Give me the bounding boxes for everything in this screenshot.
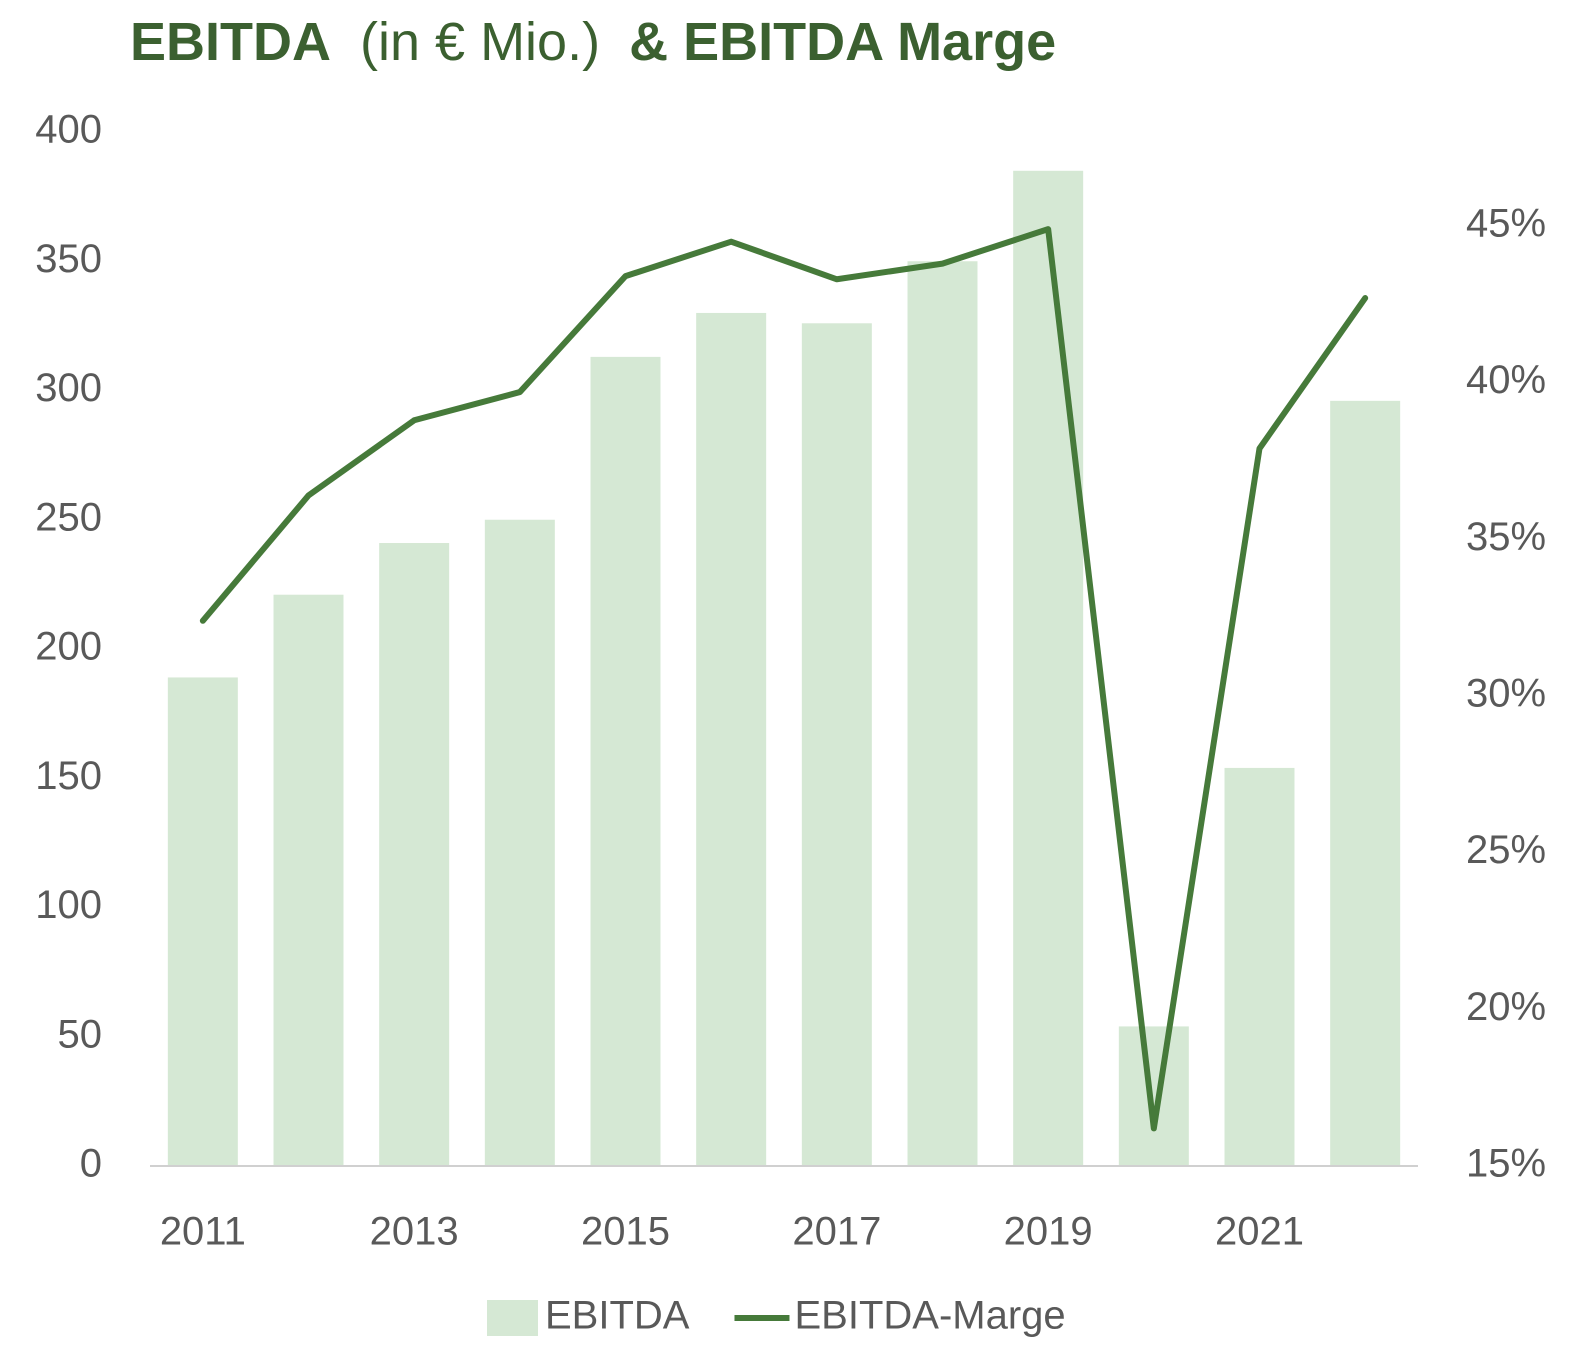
bar <box>484 519 555 1166</box>
title-part: & EBITDA Marge <box>629 12 1056 72</box>
bar <box>379 543 450 1166</box>
bar <box>801 323 872 1166</box>
x-tick-label: 2019 <box>1004 1210 1093 1254</box>
y2-tick-label: 40% <box>1466 358 1546 402</box>
legend-label: EBITDA-Marge <box>794 1294 1065 1338</box>
y-tick-label: 100 <box>35 883 102 927</box>
bar <box>273 594 344 1166</box>
y-tick-label: 0 <box>80 1142 102 1186</box>
y2-tick-label: 25% <box>1466 828 1546 872</box>
x-tick-label: 2021 <box>1215 1210 1304 1254</box>
x-tick-label: 2013 <box>370 1210 459 1254</box>
bar <box>590 356 661 1166</box>
bar <box>1224 767 1295 1166</box>
x-tick-label: 2015 <box>581 1210 670 1254</box>
title-part: (in € Mio.) <box>360 12 600 72</box>
chart-title: EBITDA (in € Mio.) & EBITDA Marge <box>130 12 1056 72</box>
bar <box>1330 400 1401 1167</box>
y-tick-label: 350 <box>35 237 102 281</box>
y-tick-label: 50 <box>58 1012 103 1056</box>
legend-label: EBITDA <box>545 1294 690 1338</box>
x-tick-label: 2017 <box>792 1210 881 1254</box>
y2-tick-label: 35% <box>1466 515 1546 559</box>
bar <box>907 261 978 1166</box>
x-tick-label: 2011 <box>160 1210 246 1254</box>
title-part: EBITDA <box>130 12 331 72</box>
y2-tick-label: 20% <box>1466 985 1546 1029</box>
y-tick-label: 400 <box>35 108 102 152</box>
y-tick-label: 300 <box>35 366 102 410</box>
y2-tick-label: 30% <box>1466 672 1546 716</box>
bar <box>1118 1026 1189 1166</box>
y2-tick-label: 45% <box>1466 202 1546 246</box>
y-tick-label: 250 <box>35 495 102 539</box>
bar <box>167 677 238 1166</box>
y-tick-label: 200 <box>35 625 102 669</box>
bar <box>696 312 767 1166</box>
bar <box>1013 170 1084 1166</box>
y-tick-label: 150 <box>35 754 102 798</box>
y2-tick-label: 15% <box>1466 1142 1546 1186</box>
line <box>199 226 1369 1132</box>
legend-swatch <box>487 1300 538 1336</box>
